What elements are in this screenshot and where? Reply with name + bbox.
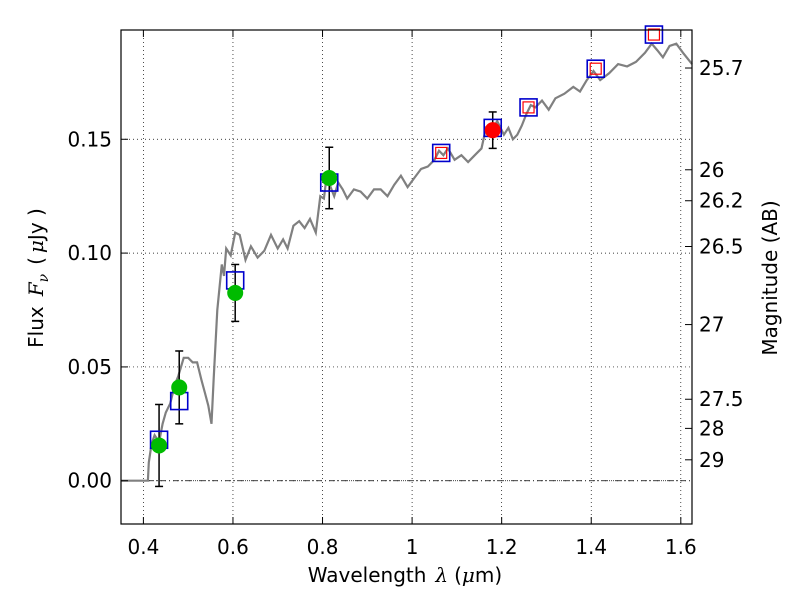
detection-point (171, 379, 188, 396)
y2-axis-label: Magnitude (AB) (758, 200, 782, 355)
x-tick-label: 1 (406, 535, 419, 559)
y2-tick-label: 28 (699, 416, 724, 440)
y2-tick-labels: 25.7 26 26.2 26.5 27 27.5 28 29 (699, 56, 744, 472)
detection-point (151, 437, 168, 454)
upper-limit-marker (589, 62, 602, 75)
model-photometry-box (519, 98, 538, 117)
upper-limit-marker (522, 101, 535, 114)
y2-tick-label: 25.7 (699, 56, 744, 80)
observed-points (151, 122, 501, 454)
upper-limit-markers (435, 28, 661, 160)
y-axis-label: FluxFν(μJy ) (24, 208, 52, 348)
y-tick-labels: 0.00 0.05 0.10 0.15 (67, 127, 112, 492)
y-tick-label: 0.10 (67, 241, 112, 265)
x-tick-labels: 0.4 0.6 0.8 1 1.2 1.4 1.6 (127, 535, 696, 559)
y-tick-label: 0.05 (67, 355, 112, 379)
model-photometry-box (431, 143, 451, 163)
upper-limit-marker (435, 146, 448, 160)
detection-point (227, 284, 244, 301)
detection-point (321, 169, 338, 186)
upper-limit-marker (647, 28, 661, 41)
y2-tick-label: 27.5 (699, 387, 744, 411)
y2-tick-label: 26 (699, 158, 724, 182)
x-tick-label: 0.6 (217, 535, 249, 559)
x-tick-label: 0.4 (127, 535, 159, 559)
axis-ticks (121, 30, 692, 524)
detection-point-red (484, 122, 501, 139)
y-tick-label: 0.15 (67, 127, 112, 151)
model-photometry-box (586, 59, 606, 79)
y2-tick-label: 29 (699, 448, 724, 472)
y2-tick-label: 26.5 (699, 234, 744, 258)
x-tick-label: 1.6 (665, 535, 697, 559)
y-tick-label: 0.00 (67, 469, 112, 493)
x-tick-label: 1.2 (486, 535, 518, 559)
model-spectrum-line (121, 41, 693, 482)
model-photometry-box (644, 25, 664, 44)
x-axis-label: Wavelength λ (μm) (308, 563, 502, 587)
plot-frame (120, 29, 693, 525)
model-spectrum-layer (121, 41, 693, 482)
y2-tick-label: 27 (699, 313, 724, 337)
y2-tick-label: 26.2 (699, 189, 744, 213)
x-tick-label: 1.4 (575, 535, 607, 559)
x-tick-label: 0.8 (307, 535, 339, 559)
